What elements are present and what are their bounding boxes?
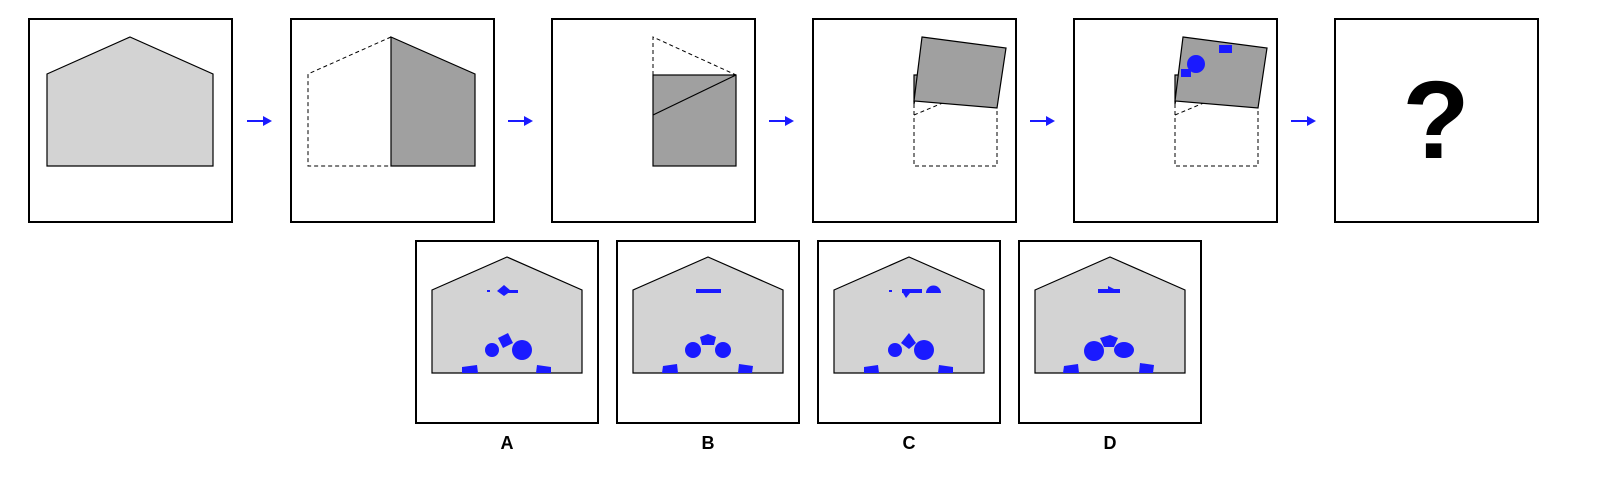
option-b-holes: [662, 289, 753, 373]
option-b[interactable]: B: [616, 240, 800, 453]
folded-square: [652, 74, 737, 167]
step-5-panel: [1073, 18, 1278, 223]
question-panel: ?: [1334, 18, 1539, 223]
arrow-right-icon: [1030, 116, 1055, 126]
question-frame: [1334, 18, 1539, 223]
arrow-right-icon: [769, 116, 794, 126]
fold-outline-diagonal: [913, 101, 946, 116]
arrow-right-icon: [247, 116, 272, 126]
folded-half: [390, 36, 476, 167]
option-d-house: [1034, 256, 1186, 374]
arrow-right-icon: [508, 116, 533, 126]
punched-hole-bar: [1219, 45, 1232, 53]
folded-tilted-flap: [913, 36, 1007, 109]
option-a-label: A: [501, 433, 514, 453]
house-paper: [46, 36, 214, 167]
fold-outline-diagonal: [1174, 101, 1207, 116]
question-mark: ?: [1402, 59, 1469, 182]
folded-tilted-flap: [1174, 36, 1268, 109]
option-d-label: D: [1104, 433, 1117, 453]
option-c-label: C: [903, 433, 916, 453]
option-c-house: [833, 256, 985, 374]
option-a[interactable]: A: [415, 240, 599, 453]
option-a-holes: [462, 285, 551, 373]
step-3-panel: [551, 18, 756, 223]
punched-hole-circle: [1187, 55, 1205, 73]
option-c-holes: [864, 285, 953, 373]
option-b-label: B: [702, 433, 715, 453]
step-2-panel: [290, 18, 495, 223]
arrow-right-icon: [1291, 116, 1316, 126]
fold-outline-bottom: [1174, 104, 1259, 167]
step-4-panel: [812, 18, 1017, 223]
fold-outline-bottom: [913, 104, 998, 167]
fold-outline-left: [307, 36, 392, 167]
option-a-house: [431, 256, 583, 374]
option-b-house: [632, 256, 784, 374]
option-d[interactable]: D: [1018, 240, 1202, 453]
step-1-panel: [28, 18, 233, 223]
punched-hole-square: [1181, 69, 1191, 77]
roof-fold-edge: [652, 74, 737, 116]
fold-outline-roof: [652, 36, 737, 76]
option-c[interactable]: C: [817, 240, 1001, 453]
option-d-holes: [1063, 286, 1154, 373]
